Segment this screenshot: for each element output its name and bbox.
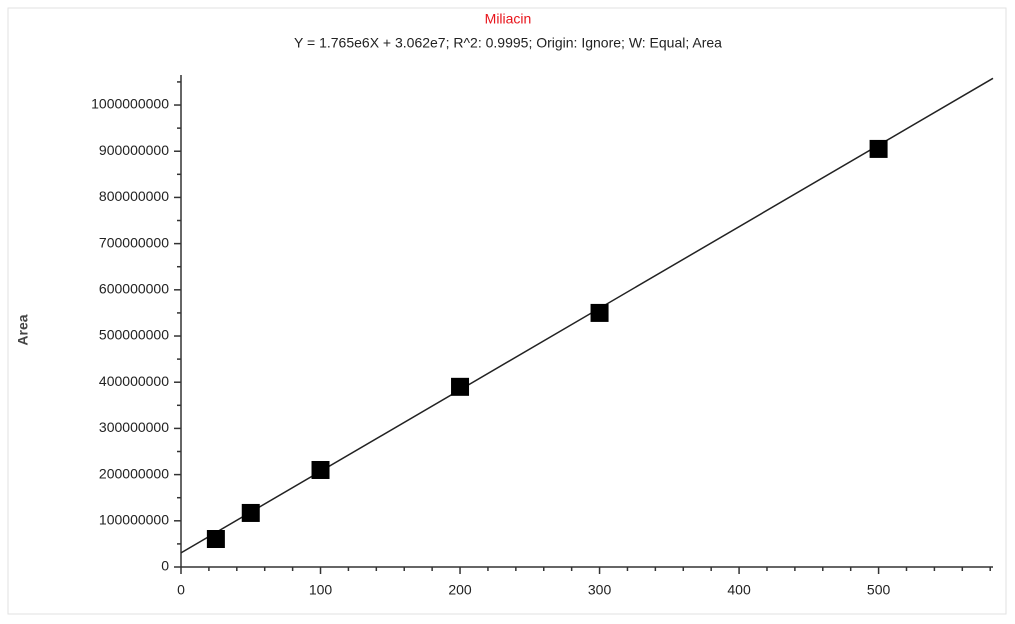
- y-tick-label: 1000000000: [91, 96, 169, 112]
- chart-frame: [7, 7, 1007, 615]
- x-tick-label: 500: [867, 582, 891, 598]
- y-tick-label: 100000000: [99, 512, 169, 528]
- x-tick-label: 200: [448, 582, 472, 598]
- y-tick-label: 0: [161, 558, 169, 574]
- data-point: [451, 377, 470, 396]
- x-tick-label: 0: [177, 582, 185, 598]
- data-point: [869, 139, 888, 158]
- x-tick-label: 400: [727, 582, 751, 598]
- y-tick-label: 300000000: [99, 419, 169, 435]
- x-tick-label: 300: [588, 582, 612, 598]
- x-tick-label: 100: [309, 582, 333, 598]
- y-tick-label: 500000000: [99, 327, 169, 343]
- y-tick-label: 400000000: [99, 373, 169, 389]
- data-point: [311, 460, 330, 479]
- chart-subtitle: Y = 1.765e6X + 3.062e7; R^2: 0.9995; Ori…: [294, 35, 722, 51]
- y-tick-label: 200000000: [99, 465, 169, 481]
- data-point: [590, 303, 609, 322]
- y-axis-label: Area: [15, 314, 31, 345]
- y-tick-label: 700000000: [99, 234, 169, 250]
- data-point: [206, 530, 225, 549]
- y-tick-label: 800000000: [99, 188, 169, 204]
- y-tick-label: 600000000: [99, 281, 169, 297]
- y-tick-label: 900000000: [99, 142, 169, 158]
- data-point: [241, 503, 260, 522]
- chart-title: Miliacin: [485, 11, 532, 27]
